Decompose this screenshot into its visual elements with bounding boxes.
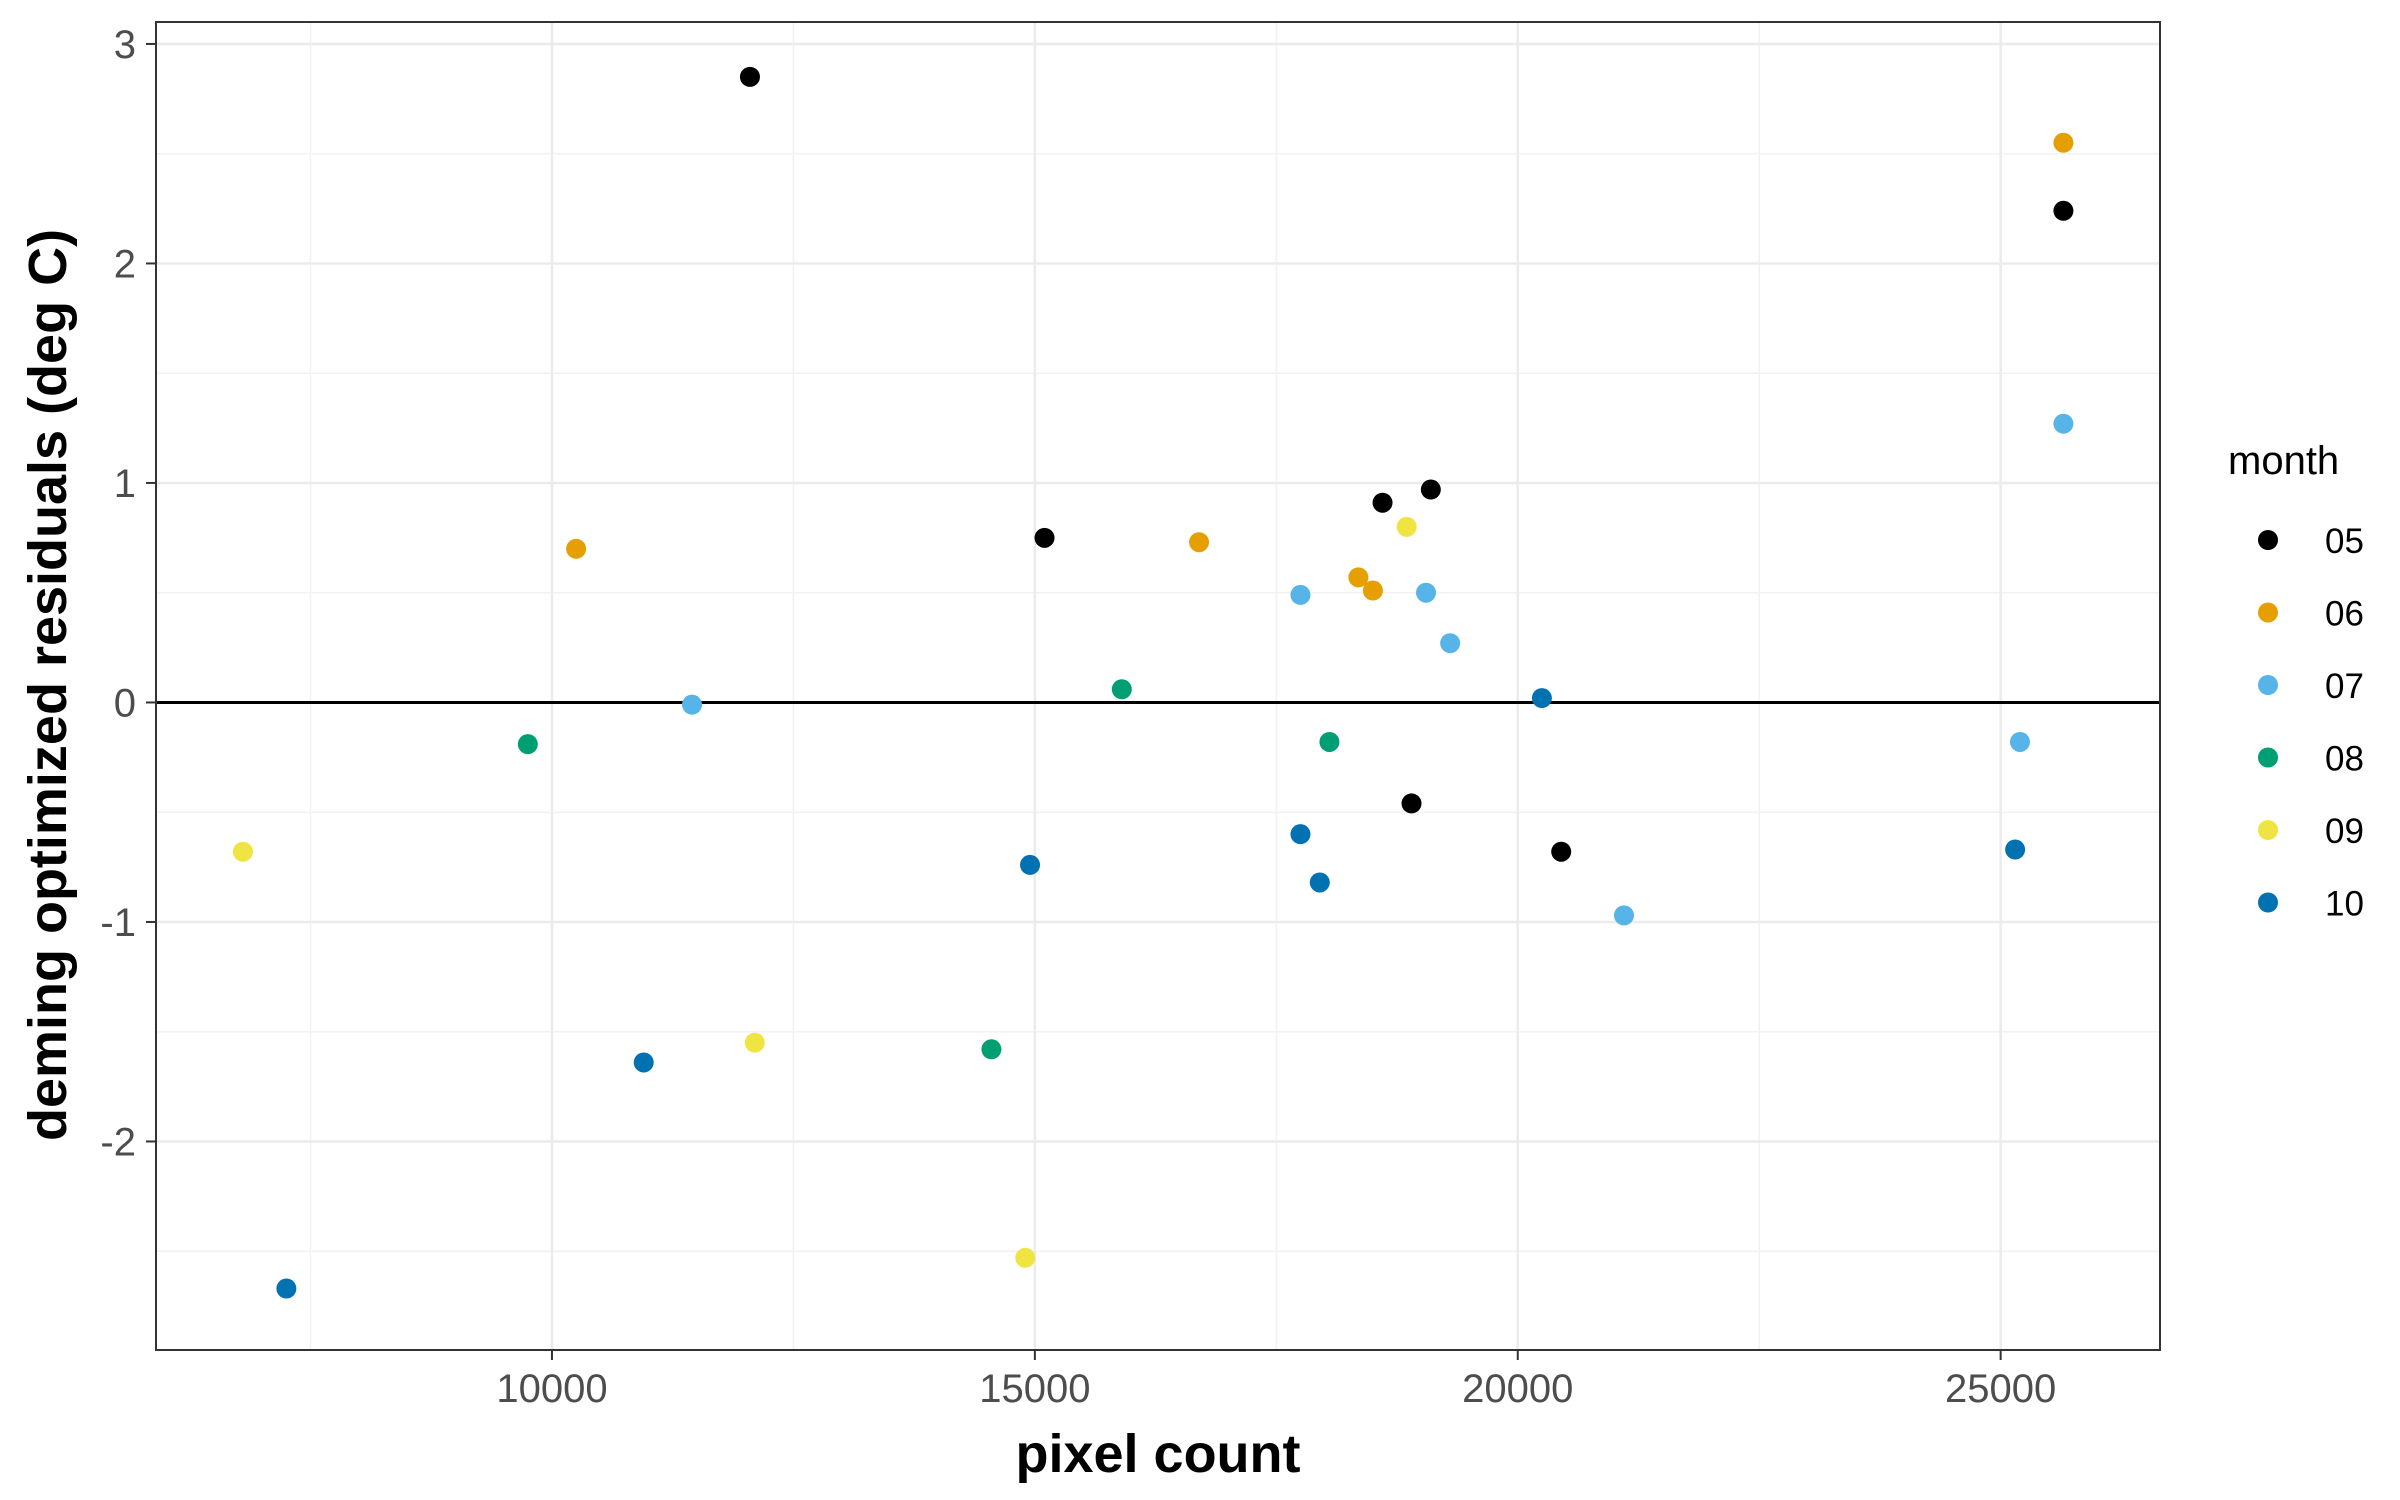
data-point-month-07 [1440, 633, 1461, 654]
axis-ticks: 10000 15000 20000 25000 -2 -1 0 1 2 3 [100, 23, 2056, 1411]
data-point-month-08 [981, 1039, 1002, 1060]
x-tick-label: 10000 [496, 1367, 607, 1411]
legend-key-08 [2258, 747, 2278, 768]
data-point-month-10 [1020, 854, 1041, 875]
data-point-month-10 [276, 1278, 297, 1299]
data-point-month-07 [2053, 413, 2074, 434]
data-point-month-05 [1034, 527, 1055, 548]
legend-key-09 [2258, 820, 2278, 840]
data-point-month-06 [566, 538, 587, 559]
data-point-month-09 [232, 841, 253, 862]
y-tick-label: -2 [100, 1120, 136, 1164]
data-point-month-07 [1290, 584, 1311, 605]
x-axis-title: pixel count [1015, 1424, 1300, 1484]
data-point-month-05 [1420, 479, 1441, 500]
data-point-month-07 [1416, 582, 1437, 603]
data-point-month-05 [1551, 841, 1572, 862]
data-point-month-06 [1362, 580, 1383, 601]
data-point-month-10 [633, 1052, 654, 1073]
legend-key-06 [2258, 602, 2278, 623]
x-tick-label: 15000 [979, 1367, 1090, 1411]
y-tick-label: -1 [100, 901, 136, 945]
legend-key-05 [2258, 530, 2278, 550]
legend-key-07 [2258, 675, 2278, 695]
y-axis-title: deming optimized residuals (deg C) [18, 229, 78, 1141]
data-point-month-09 [744, 1032, 765, 1053]
data-point-month-08 [1319, 731, 1340, 752]
legend-label-10: 10 [2325, 885, 2364, 924]
y-tick-label: 3 [114, 23, 136, 67]
legend-key-10 [2258, 892, 2278, 913]
panel-border [155, 21, 2161, 1351]
x-tick-label: 25000 [1945, 1367, 2056, 1411]
data-point-month-07 [2009, 731, 2030, 752]
data-point-month-10 [1309, 872, 1330, 893]
data-points [232, 66, 2074, 1299]
x-tick-label: 20000 [1462, 1367, 1573, 1411]
data-point-month-05 [1401, 793, 1422, 814]
data-point-month-10 [1290, 824, 1311, 845]
data-point-month-09 [1396, 516, 1417, 537]
legend-label-07: 07 [2325, 667, 2364, 706]
data-point-month-09 [1015, 1247, 1036, 1268]
data-point-month-08 [1111, 679, 1132, 700]
data-point-month-07 [1613, 905, 1634, 926]
data-point-month-05 [2053, 200, 2074, 221]
data-point-month-05 [1372, 492, 1393, 513]
y-tick-label: 1 [114, 462, 136, 506]
legend: month 05 06 07 08 09 10 [2228, 439, 2364, 924]
data-point-month-10 [1531, 688, 1552, 709]
y-tick-label: 2 [114, 242, 136, 286]
legend-items: 05 06 07 08 09 10 [2258, 522, 2364, 924]
data-point-month-05 [739, 66, 760, 87]
legend-label-09: 09 [2325, 812, 2364, 851]
legend-title: month [2228, 439, 2339, 483]
data-point-month-06 [1348, 567, 1369, 588]
data-point-month-08 [517, 734, 538, 755]
legend-label-06: 06 [2325, 595, 2364, 634]
data-point-month-07 [682, 694, 703, 715]
data-point-month-06 [1189, 532, 1210, 553]
legend-label-05: 05 [2325, 522, 2364, 561]
legend-label-08: 08 [2325, 740, 2364, 779]
data-point-month-06 [2053, 132, 2074, 153]
data-point-month-10 [2005, 839, 2026, 860]
y-tick-label: 0 [114, 681, 136, 725]
